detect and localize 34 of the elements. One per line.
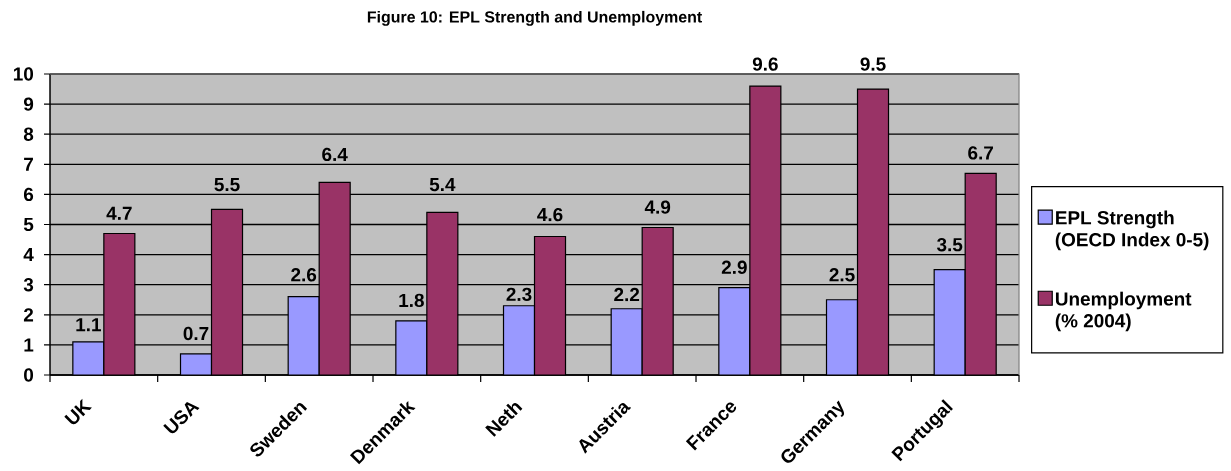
y-tick-label: 3 [23, 277, 34, 292]
data-label: 9.5 [860, 57, 886, 71]
y-tick-label: 7 [24, 157, 33, 171]
y-tick-label: 5 [23, 217, 34, 232]
data-label: 5.4 [429, 177, 456, 192]
y-tick-label: 8 [23, 127, 34, 141]
y-tick-label: 6 [23, 187, 34, 202]
data-label: 9.6 [752, 57, 778, 71]
y-tick-label: 10 [13, 67, 34, 81]
x-tick-label: UK [64, 398, 92, 425]
data-label: 4.7 [106, 206, 132, 220]
data-label: 2.9 [721, 260, 747, 274]
x-tick-label: USA [163, 402, 200, 434]
y-tick-label: 4 [23, 248, 34, 262]
data-label: 2.6 [291, 268, 317, 282]
data-label: 6.7 [968, 146, 993, 160]
legend-label: EPL Strength (OECD Index 0-5) [1055, 210, 1209, 251]
y-tick-label: 0 [24, 368, 34, 382]
data-label: 6.4 [322, 147, 348, 162]
data-label: 5.5 [214, 177, 240, 192]
y-tick-label: 9 [23, 97, 34, 111]
data-label: 1.8 [399, 293, 424, 308]
data-label: 4.9 [644, 200, 671, 214]
data-label: 2.2 [614, 287, 640, 302]
data-label: 2.5 [829, 268, 855, 282]
data-label: 1.1 [76, 318, 101, 332]
legend-label: Unemployment (% 2004) [1055, 291, 1192, 332]
y-tick-label: 1 [24, 338, 34, 352]
chart-title: Figure 10: EPL Strength and Unemployment [367, 10, 702, 26]
y-tick-label: 2 [23, 308, 34, 322]
data-label: 0.7 [183, 326, 209, 341]
data-label: 2.3 [506, 287, 532, 302]
data-label: 4.6 [537, 207, 563, 222]
data-label: 3.5 [936, 237, 963, 252]
